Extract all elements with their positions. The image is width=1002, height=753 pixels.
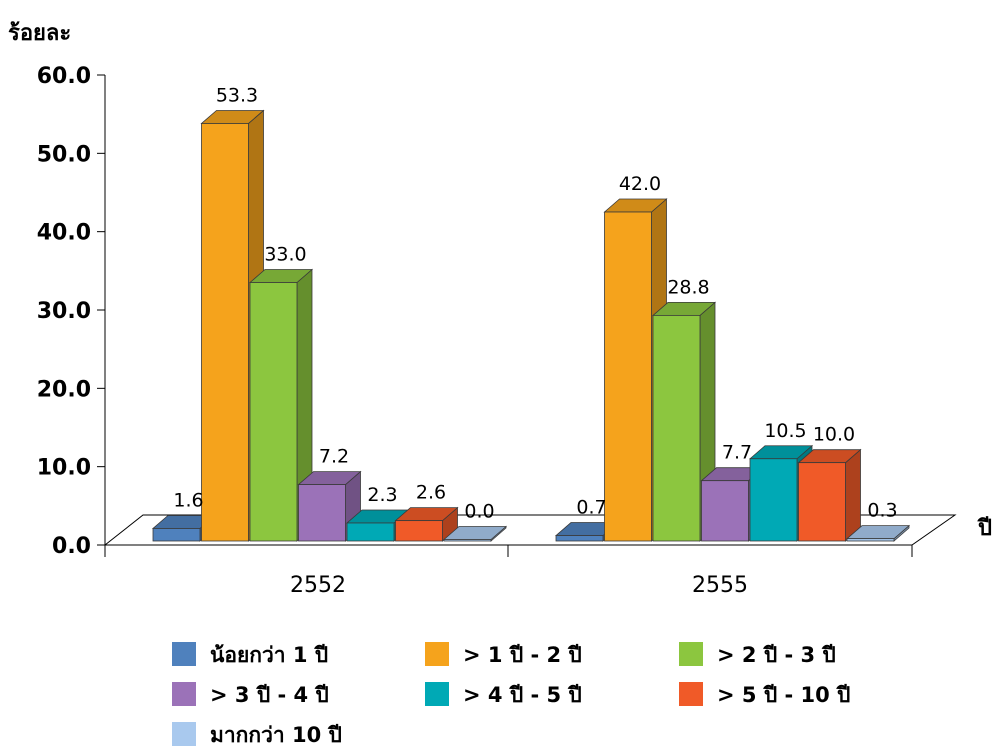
bar-front [555, 535, 604, 542]
data-label: 2.3 [367, 484, 397, 506]
data-label: 7.2 [319, 446, 349, 468]
legend-swatch [172, 642, 196, 666]
bar-front [201, 123, 249, 542]
bar [248, 268, 314, 542]
bar-front [798, 462, 846, 542]
category-label: 2552 [290, 573, 346, 598]
bar-front [395, 520, 443, 542]
legend-item: > 1 ปี - 2 ปี [425, 642, 582, 667]
bar-front [298, 484, 346, 542]
bar [394, 506, 459, 542]
bar [442, 525, 508, 542]
data-label: 53.3 [216, 84, 258, 106]
legend-swatch [679, 642, 703, 666]
data-label: 0.3 [867, 500, 897, 522]
legend-label: > 5 ปี - 10 ปี [717, 683, 850, 707]
bar-front [749, 458, 798, 542]
bar-front [346, 522, 395, 542]
bar-front [443, 539, 492, 542]
legend-item: น้อยกว่า 1 ปี [172, 642, 328, 667]
data-label: 10.0 [813, 424, 855, 446]
legend-swatch [425, 682, 449, 706]
y-tick-label: 10.0 [37, 456, 91, 481]
legend: น้อยกว่า 1 ปี > 1 ปี - 2 ปี > 2 ปี - 3 ปี >… [172, 642, 850, 747]
y-tick-label: 40.0 [37, 221, 91, 246]
legend-item: > 3 ปี - 4 ปี [172, 682, 329, 707]
bar-front [152, 528, 201, 542]
y-tick-label: 20.0 [37, 377, 91, 402]
legend-label: > 4 ปี - 5 ปี [463, 683, 582, 707]
bar-side [845, 448, 861, 542]
y-axis-title: ร้อยละ [8, 21, 71, 46]
legend-swatch [172, 722, 196, 746]
legend-label: > 3 ปี - 4 ปี [210, 683, 329, 707]
y-tick-label: 0.0 [52, 534, 91, 559]
legend-label: > 1 ปี - 2 ปี [463, 643, 582, 667]
legend-label: น้อยกว่า 1 ปี [210, 643, 328, 667]
legend-item: > 4 ปี - 5 ปี [425, 682, 582, 707]
legend-swatch [679, 682, 703, 706]
legend-item: > 5 ปี - 10 ปี [679, 682, 850, 707]
data-label: 2.6 [416, 482, 446, 504]
y-tick-label: 30.0 [37, 299, 91, 324]
data-label: 10.5 [764, 420, 806, 442]
data-label: 33.0 [264, 244, 306, 266]
bar [700, 466, 765, 542]
legend-label: มากกว่า 10 ปี [210, 723, 342, 747]
bar [797, 448, 862, 542]
data-label: 42.0 [619, 173, 661, 195]
category-label: 2555 [692, 573, 748, 598]
data-label: 1.6 [173, 489, 203, 511]
legend-item: มากกว่า 10 ปี [172, 722, 342, 747]
data-labels-group: 1.6 53.3 33.0 7.2 2.3 2.6 0.0 0.7 42.0 28.8 7.7 10.… [173, 84, 897, 522]
bar-front [846, 538, 895, 542]
data-label: 0.7 [576, 497, 606, 519]
y-tick-label: 60.0 [37, 64, 91, 89]
bar-front [652, 314, 701, 542]
chart-axes: 0.0 10.0 20.0 30.0 40.0 50.0 60.0 2552 2555 [37, 64, 913, 598]
data-label: 0.0 [464, 501, 494, 523]
y-tick-label: 50.0 [37, 142, 91, 167]
bar [845, 524, 911, 542]
data-label: 28.8 [667, 276, 709, 298]
legend-swatch [425, 642, 449, 666]
legend-swatch [172, 682, 196, 706]
bars-group [151, 109, 911, 542]
legend-label: > 2 ปี - 3 ปี [717, 643, 836, 667]
bar-front [249, 282, 298, 542]
legend-item: > 2 ปี - 3 ปี [679, 642, 836, 667]
x-axis-unit: ปี [977, 516, 992, 541]
bar-front [701, 480, 749, 542]
bar-front [604, 211, 652, 542]
data-label: 7.7 [722, 442, 752, 464]
